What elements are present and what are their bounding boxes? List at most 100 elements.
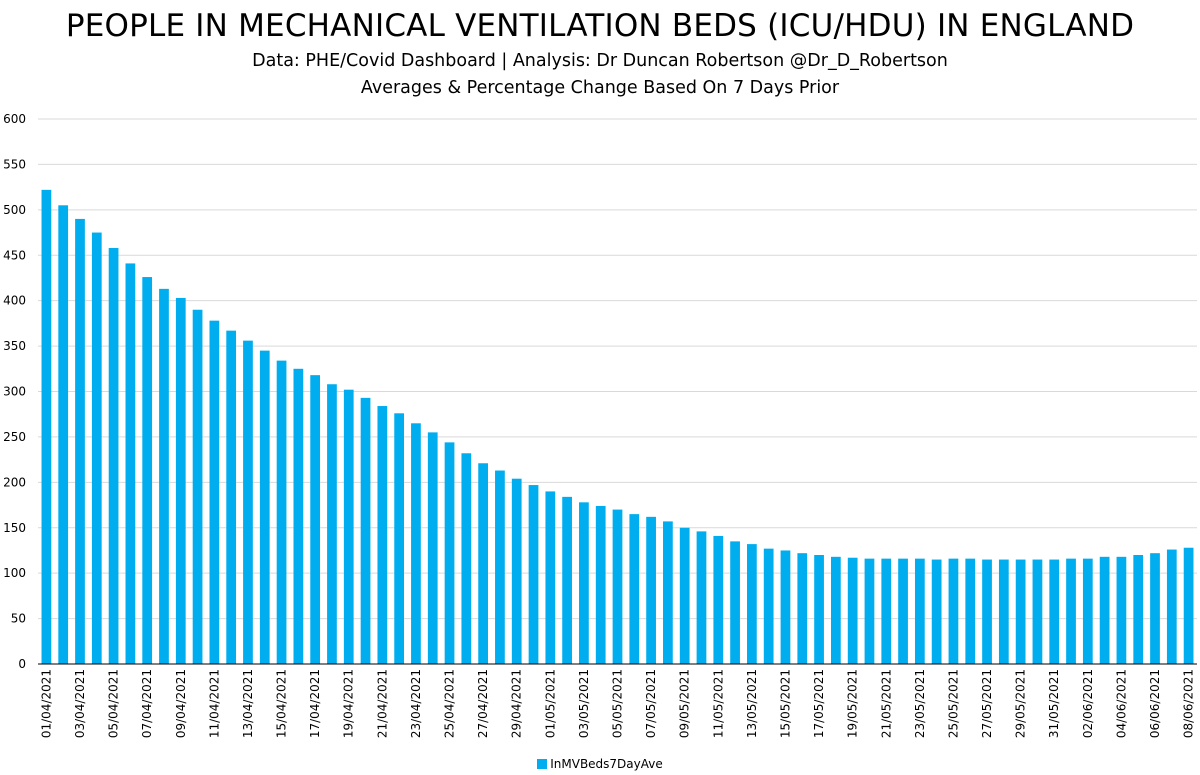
bar bbox=[41, 189, 52, 664]
y-tick-label: 400 bbox=[3, 294, 26, 308]
x-tick-label: 29/04/2021 bbox=[510, 669, 524, 738]
x-tick-label: 09/04/2021 bbox=[174, 669, 188, 738]
bar bbox=[310, 375, 321, 664]
chart-subtitle-source: Data: PHE/Covid Dashboard | Analysis: Dr… bbox=[252, 51, 948, 71]
x-tick-label: 21/05/2021 bbox=[879, 669, 893, 738]
y-tick-label: 100 bbox=[3, 566, 26, 580]
x-tick-label: 02/06/2021 bbox=[1081, 669, 1095, 738]
x-tick-label: 06/06/2021 bbox=[1148, 669, 1162, 738]
bar bbox=[192, 309, 203, 664]
bar bbox=[763, 548, 774, 664]
x-tick-label: 07/05/2021 bbox=[644, 669, 658, 738]
y-tick-label: 200 bbox=[3, 475, 26, 489]
x-tick-label: 03/04/2021 bbox=[73, 669, 87, 738]
x-tick-label: 07/04/2021 bbox=[140, 669, 154, 738]
x-tick-label: 25/05/2021 bbox=[946, 669, 960, 738]
y-tick-label: 50 bbox=[11, 612, 26, 626]
bar bbox=[679, 527, 690, 664]
bar bbox=[814, 555, 824, 664]
bar bbox=[360, 397, 371, 664]
bar bbox=[1049, 559, 1060, 664]
x-tick-label: 05/05/2021 bbox=[611, 669, 625, 738]
x-tick-label: 23/04/2021 bbox=[409, 669, 423, 738]
y-tick-label: 0 bbox=[18, 657, 26, 671]
bar bbox=[209, 320, 220, 664]
y-tick-label: 550 bbox=[3, 157, 26, 171]
y-tick-label: 150 bbox=[3, 521, 26, 535]
bar bbox=[998, 559, 1009, 664]
bar bbox=[411, 423, 421, 664]
x-tick-label: 13/05/2021 bbox=[745, 669, 759, 738]
bar bbox=[612, 509, 623, 664]
bar bbox=[461, 453, 472, 664]
x-tick-label: 29/05/2021 bbox=[1014, 669, 1028, 738]
bar bbox=[982, 559, 992, 664]
bar bbox=[931, 559, 942, 664]
bar bbox=[444, 442, 455, 664]
y-tick-label: 450 bbox=[3, 248, 26, 262]
bar bbox=[595, 505, 606, 664]
legend-swatch bbox=[537, 759, 548, 769]
bar bbox=[1116, 556, 1127, 664]
x-tick-label: 04/06/2021 bbox=[1114, 669, 1128, 738]
chart-legend: InMVBeds7DayAve bbox=[0, 757, 1200, 771]
bar bbox=[1015, 559, 1026, 664]
bar bbox=[58, 205, 69, 664]
x-tick-label: 03/05/2021 bbox=[577, 669, 591, 738]
x-tick-label: 13/04/2021 bbox=[241, 669, 255, 738]
bar bbox=[579, 502, 589, 664]
x-tick-label: 23/05/2021 bbox=[913, 669, 927, 738]
bar bbox=[175, 297, 186, 664]
bar bbox=[327, 384, 337, 664]
x-tick-label: 17/04/2021 bbox=[308, 669, 322, 738]
x-tick-label: 27/05/2021 bbox=[980, 669, 994, 738]
x-tick-label: 05/04/2021 bbox=[107, 669, 121, 738]
x-tick-label: 01/04/2021 bbox=[39, 669, 53, 738]
x-tick-label: 27/04/2021 bbox=[476, 669, 490, 738]
bar bbox=[1066, 558, 1076, 664]
bar bbox=[696, 531, 707, 664]
bar bbox=[108, 247, 119, 664]
bar bbox=[511, 478, 522, 664]
bar bbox=[1082, 558, 1093, 664]
x-tick-label: 15/05/2021 bbox=[778, 669, 792, 738]
bar bbox=[898, 558, 908, 664]
bar bbox=[91, 232, 102, 664]
y-tick-label: 500 bbox=[3, 203, 26, 217]
bar bbox=[478, 463, 488, 664]
bar bbox=[377, 406, 388, 664]
x-tick-label: 09/05/2021 bbox=[678, 669, 692, 738]
bar bbox=[864, 558, 875, 664]
bar bbox=[243, 340, 253, 664]
bar bbox=[830, 556, 841, 664]
y-tick-label: 250 bbox=[3, 430, 26, 444]
bar bbox=[713, 535, 724, 664]
bar bbox=[394, 413, 405, 664]
bar bbox=[730, 541, 740, 664]
bar bbox=[1166, 549, 1177, 664]
chart-subtitle-method: Averages & Percentage Change Based On 7 … bbox=[360, 78, 840, 98]
bar bbox=[881, 558, 892, 664]
bar bbox=[847, 557, 858, 664]
bar bbox=[343, 389, 354, 664]
x-tick-label: 19/05/2021 bbox=[846, 669, 860, 738]
y-tick-label: 600 bbox=[3, 112, 26, 126]
bar bbox=[562, 496, 572, 664]
x-tick-label: 08/06/2021 bbox=[1182, 669, 1196, 738]
bar bbox=[125, 263, 136, 664]
bar bbox=[663, 521, 673, 664]
x-tick-label: 25/04/2021 bbox=[443, 669, 457, 738]
bar bbox=[75, 218, 85, 664]
bar bbox=[629, 514, 640, 664]
bar bbox=[1032, 559, 1043, 664]
x-tick-label: 11/05/2021 bbox=[711, 669, 725, 738]
bar bbox=[747, 544, 757, 664]
bar bbox=[293, 368, 304, 664]
x-tick-label: 15/04/2021 bbox=[275, 669, 289, 738]
bar bbox=[545, 491, 556, 664]
bar bbox=[226, 330, 237, 664]
bar bbox=[1183, 547, 1194, 664]
bar bbox=[427, 432, 438, 664]
bar bbox=[797, 553, 808, 664]
bar bbox=[1133, 555, 1144, 664]
